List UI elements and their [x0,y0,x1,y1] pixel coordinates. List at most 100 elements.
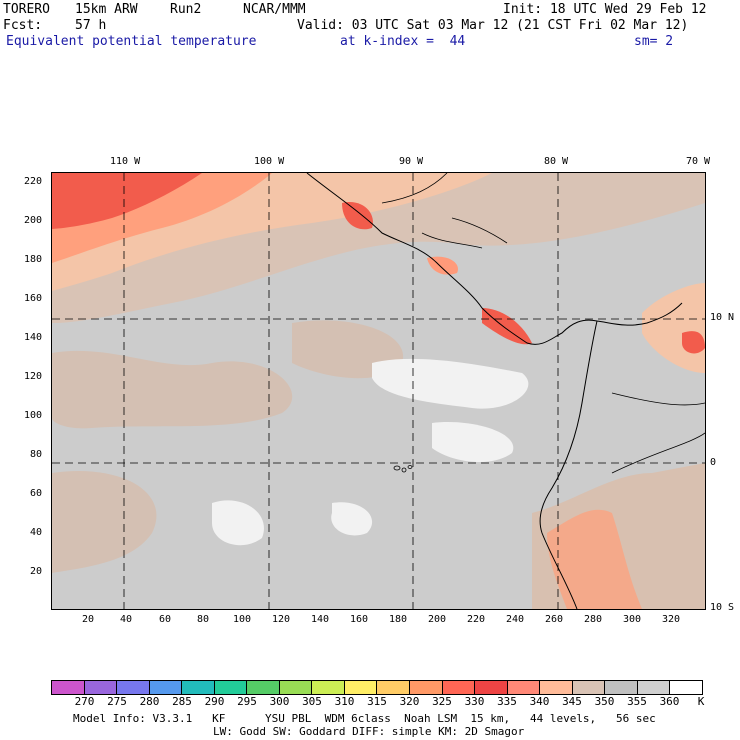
x-tick-20: 20 [82,614,95,625]
lon-label-90w: 90 W [399,156,424,167]
x-tick-220: 220 [467,614,486,625]
field-patch-mid-west [52,350,293,429]
colorbar-label: 300 [269,695,290,708]
colorbar-label: 325 [432,695,452,708]
colorbar-swatch [84,681,118,694]
x-tick-40: 40 [120,614,133,625]
x-tick-60: 60 [159,614,172,625]
colorbar-label: 290 [204,695,225,708]
colorbar-label: 355 [627,695,647,708]
x-tick-300: 300 [623,614,642,625]
y-tick-180: 180 [24,254,43,265]
y-tick-220: 220 [24,176,43,187]
colorbar-swatch [182,681,215,694]
colorbar-swatch [312,681,345,694]
lat-label-10n: 10 N [710,312,735,323]
colorbar-swatch [117,681,150,694]
field-band-peru-coast [547,509,642,609]
colorbar-label: 350 [594,695,615,708]
valid-time: Valid: 03 UTC Sat 03 Mar 12 (21 CST Fri … [297,18,689,33]
colorbar-label: 285 [172,695,192,708]
colorbar-label: 320 [399,695,420,708]
field-patch-white-1 [372,358,529,409]
colorbar-label: 360 [659,695,680,708]
x-tick-140: 140 [311,614,330,625]
y-tick-40: 40 [30,527,43,538]
colorbar-label: 280 [139,695,160,708]
colorbar-label: 340 [529,695,550,708]
x-tick-180: 180 [389,614,408,625]
field-name: Equivalent potential temperature [6,34,257,49]
colorbar-swatch [442,681,476,694]
colorbar-swatch [670,681,702,694]
colorbar-swatch [344,681,378,694]
x-tick-320: 320 [662,614,681,625]
colorbar-swatch [507,681,541,694]
field-band-325 [52,173,202,229]
lon-label-110w: 110 W [110,156,141,167]
field-patch-white-3 [212,500,264,546]
y-tick-120: 120 [24,371,43,382]
colorbar-swatch [637,681,671,694]
colorbar-label: 295 [237,695,257,708]
x-tick-160: 160 [350,614,369,625]
y-tick-60: 60 [30,488,43,499]
y-tick-80: 80 [30,449,43,460]
colorbar-swatch [572,681,606,694]
colorbar-label: 330 [464,695,485,708]
colorbar-label: 335 [497,695,517,708]
colorbar-label: 310 [334,695,355,708]
lat-label-10s: 10 S [710,602,735,613]
galapagos-islands [393,465,413,473]
y-tick-140: 140 [24,332,43,343]
colorbar-swatch [214,681,248,694]
forecast-label: Fcst: [3,18,43,33]
field-patch-venezuela-high [682,331,705,354]
graticule [52,173,705,609]
colorbar-label: 345 [562,695,582,708]
field-patch-white-2 [432,422,514,463]
level-info: at k-index = 44 [340,34,466,49]
x-tick-100: 100 [233,614,252,625]
colorbar-swatch [475,681,508,694]
colorbar-label: 305 [302,695,322,708]
colorbar-swatch [540,681,573,694]
run-label: Run2 [170,2,202,17]
colorbar-label: 315 [367,695,387,708]
political-borders [381,173,705,474]
lon-label-100w: 100 W [254,156,285,167]
field-patch-costa-rica-high [482,308,532,345]
y-tick-160: 160 [24,293,43,304]
colorbar-label: 275 [107,695,127,708]
field-patch-mexico-high [342,202,373,230]
coastline [306,173,683,609]
colorbar-label: 270 [74,695,95,708]
x-tick-120: 120 [272,614,291,625]
x-tick-80: 80 [197,614,210,625]
theta-e-field [52,173,705,609]
colorbar-unit: K [697,695,705,708]
model-name: TORERO [3,2,50,17]
model-info-line1: Model Info: V3.3.1 KF YSU PBL WDM 6class… [73,712,656,725]
field-patch-white-4 [331,502,373,536]
y-tick-100: 100 [24,410,43,421]
forecast-hour: 57 h [75,18,107,33]
lon-label-80w: 80 W [544,156,569,167]
colorbar-swatch [605,681,638,694]
map-field [51,172,706,610]
colorbar-swatch [149,681,183,694]
y-tick-200: 200 [24,215,43,226]
model-resolution: 15km ARW [75,2,138,17]
colorbar-swatch [279,681,313,694]
model-info-line2: LW: Godd SW: Goddard DIFF: simple KM: 2D… [213,725,525,738]
x-tick-280: 280 [584,614,603,625]
init-time: Init: 18 UTC Wed 29 Feb 12 [503,2,707,17]
org-label: NCAR/MMM [243,2,306,17]
colorbar-swatch [247,681,280,694]
x-tick-200: 200 [428,614,447,625]
colorbar-swatch [52,681,85,694]
lon-label-70w: 70 W [686,156,711,167]
lat-label-0: 0 [710,457,717,468]
field-patch-southwest [52,471,157,573]
y-tick-20: 20 [30,566,43,577]
